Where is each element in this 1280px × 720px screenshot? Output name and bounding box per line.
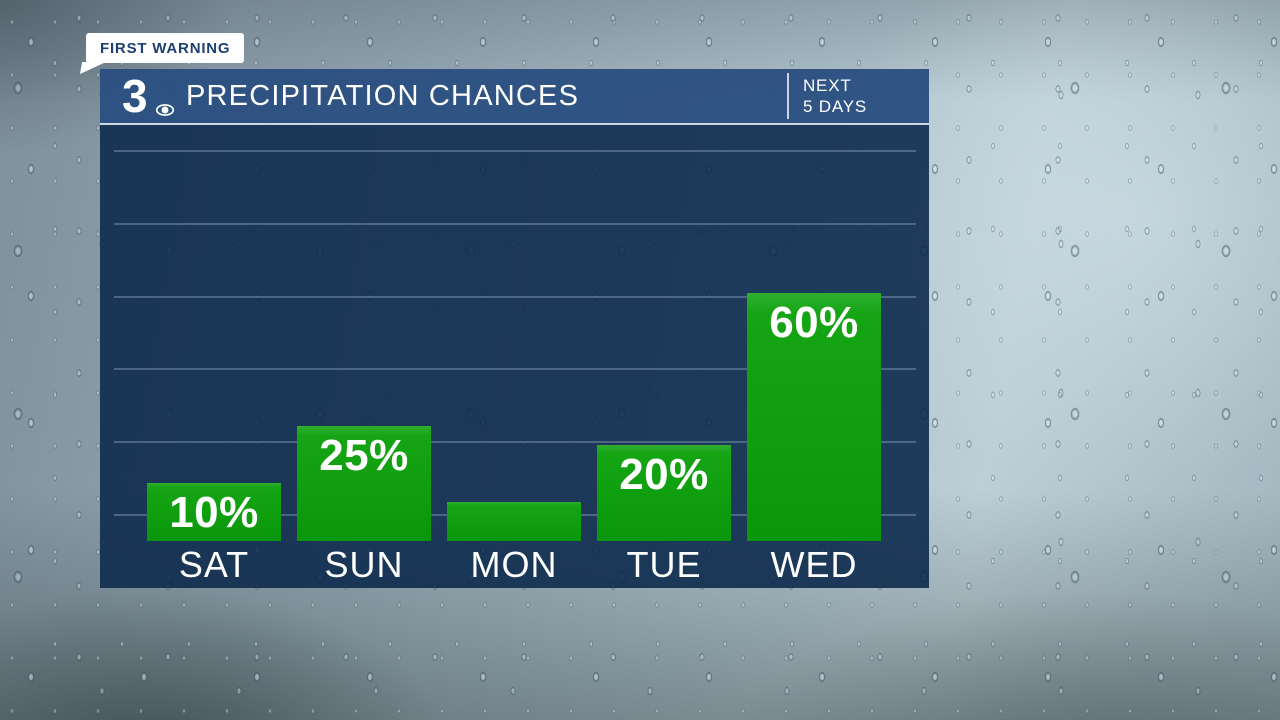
gridline bbox=[114, 223, 916, 225]
bar-column: 10% SAT bbox=[147, 483, 281, 588]
bar-value-label: 20% bbox=[619, 450, 709, 499]
bar-chart: 10% SAT 25% SUN MON 20% TUE 60% WED bbox=[100, 125, 929, 588]
bar-column: 25% SUN bbox=[297, 426, 431, 588]
precip-bar: 25% bbox=[297, 426, 431, 541]
precip-bar: 20% bbox=[597, 445, 731, 541]
first-warning-label: FIRST WARNING bbox=[100, 39, 231, 57]
gridline bbox=[114, 368, 916, 370]
bar-value-label: 10% bbox=[169, 488, 259, 537]
cbs-eye-icon bbox=[155, 103, 175, 121]
bar-value-label bbox=[447, 502, 581, 507]
gridline bbox=[114, 441, 916, 443]
channel-3-logo: 3 bbox=[122, 70, 148, 122]
forecast-panel: 3 PRECIPITATION CHANCES NEXT 5 DAYS 10% S… bbox=[100, 69, 929, 590]
bar-column: 20% TUE bbox=[597, 445, 731, 588]
bar-column: MON bbox=[447, 502, 581, 588]
day-label: SUN bbox=[324, 543, 404, 585]
day-label: MON bbox=[470, 543, 558, 585]
gridline bbox=[114, 296, 916, 298]
bar-value-label: 25% bbox=[319, 431, 409, 480]
page-title: PRECIPITATION CHANCES bbox=[186, 79, 580, 112]
bar-column: 60% WED bbox=[747, 293, 881, 588]
day-label: TUE bbox=[626, 543, 702, 585]
precip-bar bbox=[447, 502, 581, 541]
precip-bar: 10% bbox=[147, 483, 281, 541]
period-label: NEXT 5 DAYS bbox=[786, 72, 867, 120]
period-line2: 5 DAYS bbox=[802, 97, 867, 116]
station-logo: 3 bbox=[122, 70, 175, 122]
bars-row: 10% SAT 25% SUN MON 20% TUE 60% WED bbox=[147, 125, 881, 588]
gridline bbox=[114, 150, 916, 152]
day-label: WED bbox=[770, 543, 858, 585]
precip-bar: 60% bbox=[747, 293, 881, 541]
panel-header: 3 PRECIPITATION CHANCES NEXT 5 DAYS bbox=[100, 69, 929, 125]
day-label: SAT bbox=[178, 543, 250, 585]
first-warning-badge: FIRST WARNING bbox=[80, 33, 245, 74]
bar-value-label: 60% bbox=[769, 298, 859, 347]
period-line1: NEXT bbox=[802, 75, 852, 95]
